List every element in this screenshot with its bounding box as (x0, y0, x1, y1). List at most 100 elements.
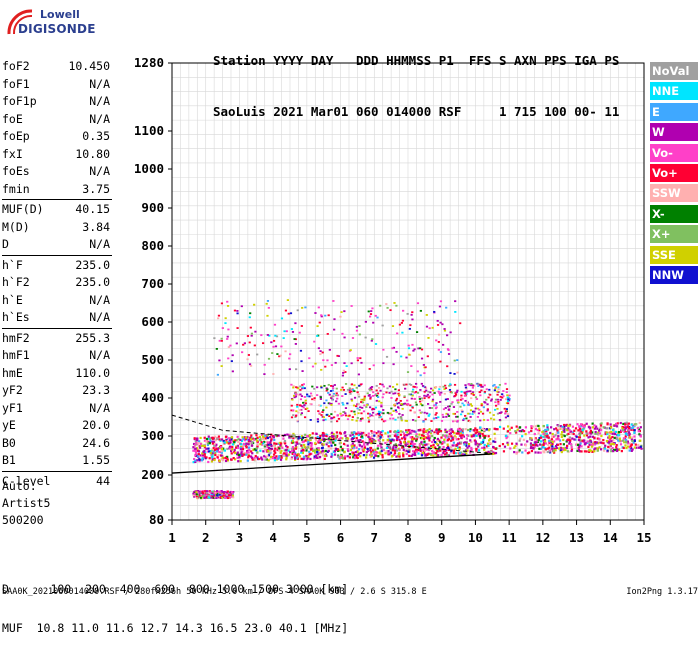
echo-point (274, 334, 277, 337)
param-value: 44 (96, 473, 110, 488)
echo-point (624, 423, 627, 426)
echo-point (399, 416, 403, 419)
echo-point (490, 417, 493, 420)
echo-point (450, 391, 453, 394)
echo-point (294, 338, 297, 341)
echo-point (577, 436, 581, 439)
echo-point (311, 436, 314, 439)
echo-point (417, 347, 420, 350)
echo-point (281, 452, 285, 456)
echo-point (270, 438, 273, 441)
echo-point (374, 448, 377, 452)
echo-point (365, 451, 368, 454)
echo-point (282, 437, 285, 440)
echo-point (244, 444, 248, 448)
echo-point (483, 390, 486, 393)
echo-point (290, 449, 294, 452)
echo-point (292, 394, 296, 397)
echo-point (560, 450, 563, 454)
echo-point (213, 494, 216, 497)
echo-point (508, 428, 511, 431)
echo-point (284, 449, 288, 452)
echo-point (496, 393, 499, 396)
echo-point (626, 440, 629, 443)
echo-point (255, 447, 258, 450)
echo-point (415, 331, 419, 333)
echo-point (558, 427, 561, 430)
echo-point (391, 386, 395, 388)
echo-point (196, 442, 199, 445)
echo-point (396, 436, 399, 439)
echo-point (214, 453, 217, 457)
echo-point (309, 392, 313, 395)
echo-point (389, 441, 392, 445)
echo-point (231, 494, 235, 497)
echo-point (411, 442, 414, 445)
echo-point (263, 440, 266, 444)
echo-point (561, 425, 564, 428)
echo-point (355, 437, 358, 440)
echo-point (388, 392, 391, 394)
echo-point (247, 438, 251, 441)
echo-point (388, 385, 391, 388)
echo-point (481, 446, 484, 450)
echo-point (304, 306, 307, 309)
echo-point (332, 441, 335, 444)
echo-point (318, 412, 321, 415)
echo-point (422, 437, 426, 441)
echo-point (239, 438, 242, 442)
echo-point (274, 451, 277, 454)
echo-point (192, 461, 195, 464)
echo-point (515, 443, 519, 447)
header-values: SaoLuis 2021 Mar01 060 014000 RSF 1 715 … (213, 104, 620, 119)
param-name: hmE (2, 365, 23, 380)
echo-point (580, 424, 583, 428)
echo-point (530, 429, 533, 433)
echo-point (385, 450, 388, 453)
echo-point (581, 424, 584, 427)
echo-point (454, 300, 457, 303)
echo-point (301, 451, 305, 455)
echo-point (340, 453, 343, 457)
echo-point (561, 448, 565, 451)
echo-point (349, 434, 352, 437)
echo-point (230, 360, 233, 363)
echo-point (256, 443, 259, 446)
echo-point (230, 493, 233, 495)
echo-point (299, 349, 303, 352)
echo-point (381, 324, 384, 327)
echo-point (284, 309, 288, 312)
echo-point (608, 442, 611, 445)
echo-point (603, 426, 606, 429)
echo-point (578, 428, 582, 431)
echo-point (243, 436, 246, 439)
param-name: fmin (2, 181, 30, 196)
echo-point (229, 344, 232, 347)
echo-point (504, 416, 508, 419)
echo-point (301, 387, 304, 390)
echo-point (386, 438, 389, 442)
echo-point (506, 402, 510, 405)
echo-point (411, 453, 414, 456)
echo-point (262, 436, 265, 439)
echo-point (346, 402, 349, 405)
echo-point (329, 447, 332, 450)
echo-point (267, 459, 270, 462)
echo-point (355, 419, 358, 422)
echo-point (350, 390, 353, 393)
echo-point (378, 400, 381, 403)
echo-point (419, 389, 422, 391)
echo-point (638, 421, 641, 424)
echo-point (243, 453, 246, 456)
echo-point (431, 434, 434, 438)
echo-point (308, 357, 311, 360)
echo-point (227, 441, 230, 444)
echo-point (433, 431, 436, 434)
separator (2, 470, 112, 472)
echo-point (264, 434, 267, 437)
echo-point (435, 452, 438, 455)
echo-point (391, 347, 394, 350)
echo-point (435, 402, 438, 404)
echo-point (415, 434, 418, 438)
echo-point (198, 494, 201, 497)
